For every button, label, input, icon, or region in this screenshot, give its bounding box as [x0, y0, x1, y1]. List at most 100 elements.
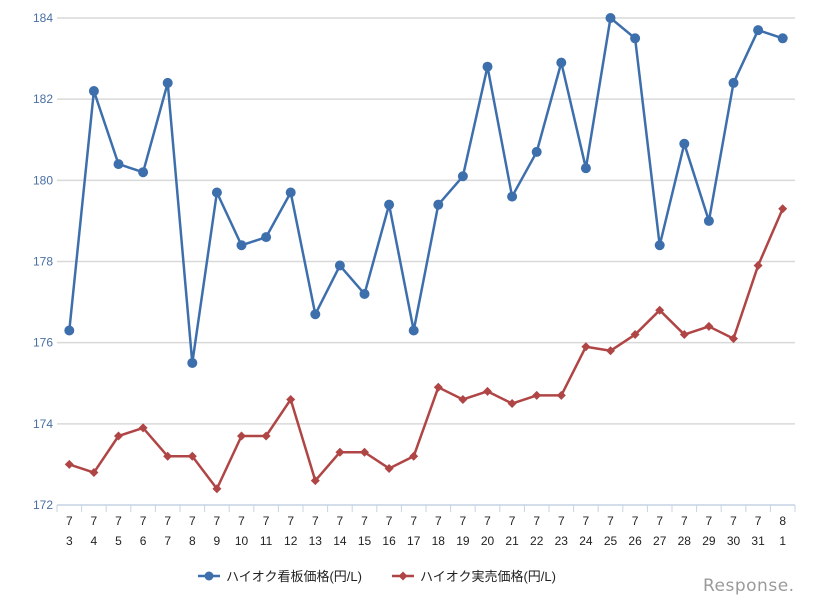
data-point[interactable] — [162, 77, 173, 88]
diamond-marker-icon — [391, 571, 414, 580]
data-point[interactable] — [237, 431, 246, 441]
data-point[interactable] — [285, 187, 296, 198]
x-tick-month: 7 — [91, 514, 98, 528]
data-point[interactable] — [507, 399, 517, 409]
data-point[interactable] — [778, 204, 788, 214]
x-tick-month: 7 — [115, 514, 122, 528]
data-point[interactable] — [777, 33, 788, 44]
data-point[interactable] — [728, 77, 739, 88]
x-tick-month: 7 — [656, 514, 663, 528]
x-tick-month: 7 — [607, 514, 614, 528]
x-tick-month: 7 — [361, 514, 368, 528]
data-point[interactable] — [261, 232, 272, 243]
data-point[interactable] — [286, 394, 296, 404]
data-point[interactable] — [211, 187, 222, 198]
data-point[interactable] — [606, 346, 615, 356]
data-point[interactable] — [360, 447, 369, 457]
data-point[interactable] — [433, 382, 443, 392]
x-tick-day: 14 — [333, 534, 347, 548]
data-point[interactable] — [433, 199, 444, 210]
data-point[interactable] — [703, 215, 714, 226]
x-tick-day: 11 — [260, 534, 273, 548]
legend-item-actual-price[interactable]: ハイオク実売価格(円/L) — [391, 566, 556, 585]
x-tick-day: 4 — [91, 534, 98, 548]
data-point[interactable] — [236, 240, 247, 251]
x-tick-month: 7 — [632, 514, 639, 528]
x-tick-month: 7 — [460, 514, 467, 528]
data-point[interactable] — [654, 240, 665, 251]
data-point[interactable] — [483, 386, 492, 396]
data-point[interactable] — [114, 431, 123, 441]
x-tick-month: 7 — [386, 514, 393, 528]
data-point[interactable] — [212, 484, 222, 494]
data-point[interactable] — [556, 57, 567, 68]
data-point[interactable] — [310, 476, 320, 486]
response-logo: Response. — [703, 576, 795, 596]
y-tick-label: 174 — [33, 417, 53, 431]
x-tick-month: 7 — [287, 514, 294, 528]
x-tick-month: 7 — [337, 514, 344, 528]
x-tick-month: 7 — [583, 514, 590, 528]
x-tick-month: 8 — [779, 514, 786, 528]
data-point[interactable] — [531, 146, 542, 157]
data-point[interactable] — [359, 288, 370, 299]
x-tick-day: 30 — [727, 534, 741, 548]
y-tick-label: 182 — [33, 92, 53, 106]
data-point[interactable] — [532, 390, 542, 400]
x-tick-day: 31 — [751, 534, 765, 548]
data-point[interactable] — [187, 357, 198, 368]
data-point[interactable] — [261, 431, 271, 441]
data-point[interactable] — [482, 61, 493, 72]
x-tick-month: 7 — [238, 514, 245, 528]
data-point[interactable] — [113, 159, 124, 170]
x-tick-day: 3 — [66, 534, 73, 548]
data-point[interactable] — [334, 260, 345, 271]
legend-item-signboard-price[interactable]: ハイオク看板価格(円/L) — [198, 566, 362, 585]
data-point[interactable] — [458, 394, 468, 404]
data-point[interactable] — [408, 325, 419, 336]
data-point[interactable] — [753, 261, 763, 271]
x-tick-day: 25 — [604, 534, 618, 548]
data-point[interactable] — [384, 199, 395, 210]
data-point[interactable] — [580, 163, 591, 174]
data-point[interactable] — [335, 447, 345, 457]
data-point[interactable] — [138, 423, 148, 433]
circle-marker-icon — [198, 571, 220, 580]
x-tick-month: 7 — [730, 514, 737, 528]
data-point[interactable] — [630, 33, 641, 44]
data-point[interactable] — [507, 191, 518, 202]
x-tick-day: 6 — [140, 534, 147, 548]
data-point[interactable] — [89, 468, 99, 478]
data-point[interactable] — [457, 171, 468, 182]
data-point[interactable] — [581, 342, 591, 352]
legend: ハイオク看板価格(円/L) ハイオク実売価格(円/L) — [198, 566, 556, 585]
data-point[interactable] — [630, 330, 640, 340]
legend-label: ハイオク実売価格(円/L) — [419, 569, 556, 584]
y-axis: 172 174 176 178 180 182 184 — [33, 11, 53, 512]
data-point[interactable] — [556, 390, 566, 400]
x-tick-day: 20 — [481, 534, 495, 548]
data-point[interactable] — [187, 451, 197, 461]
data-point[interactable] — [310, 309, 321, 320]
data-point[interactable] — [729, 334, 738, 344]
series-signboard-price — [64, 13, 788, 368]
data-point[interactable] — [753, 25, 764, 36]
data-point[interactable] — [384, 463, 394, 473]
data-point[interactable] — [679, 330, 689, 340]
data-point[interactable] — [88, 86, 99, 97]
x-tick-day: 28 — [678, 534, 692, 548]
data-point[interactable] — [655, 305, 665, 315]
data-point[interactable] — [64, 325, 75, 336]
data-point[interactable] — [163, 451, 173, 461]
x-tick-day: 17 — [407, 534, 421, 548]
data-point[interactable] — [704, 321, 714, 331]
data-point[interactable] — [605, 13, 616, 23]
data-point[interactable] — [64, 459, 74, 469]
data-point[interactable] — [679, 138, 690, 149]
data-point[interactable] — [138, 167, 149, 178]
legend-label: ハイオク看板価格(円/L) — [226, 569, 362, 584]
x-tick-day: 8 — [189, 534, 196, 548]
logo-text: Response. — [703, 576, 795, 596]
data-point[interactable] — [409, 451, 419, 461]
